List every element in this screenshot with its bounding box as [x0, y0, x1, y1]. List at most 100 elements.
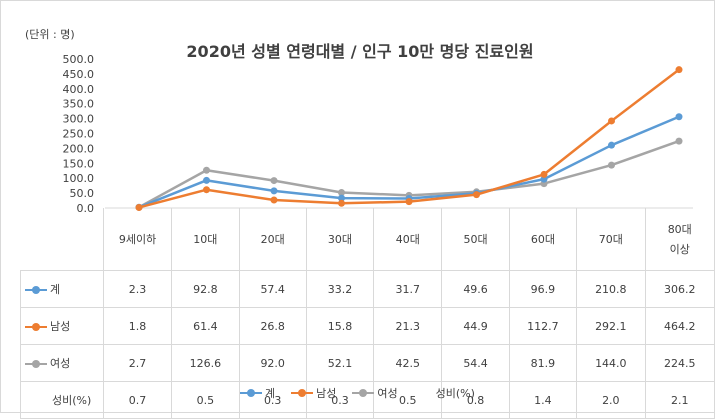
legend-label: 성비(%) [435, 387, 475, 400]
category-label: 10대 [171, 208, 240, 271]
data-label: 57.4 [238, 270, 307, 308]
series-name: 여성 [50, 357, 71, 370]
data-point [338, 199, 345, 207]
category-label-line: 40대 [395, 233, 420, 246]
data-label: 44.9 [441, 307, 510, 345]
category-label-line: 80대 [667, 223, 692, 236]
data-label: 33.2 [305, 270, 375, 308]
legend-label: 남성 [316, 387, 337, 400]
data-point [608, 117, 615, 125]
table-row: 여성 2.7 126.6 92.0 52.1 42.5 54.4 81.9 144.0 224.5 [20, 344, 715, 382]
data-label: 112.7 [508, 307, 578, 345]
legend-label: 계 [265, 387, 276, 400]
data-label: 42.5 [373, 344, 443, 382]
data-point [405, 198, 413, 206]
y-tick-label: 450.0 [63, 68, 95, 81]
legend-key-icon [25, 285, 47, 295]
data-point [270, 187, 278, 195]
category-label-line: 30대 [327, 233, 353, 246]
table-row: 계 2.3 92.8 57.4 33.2 31.7 49.6 96.9 210.8 306.2 [20, 270, 715, 308]
series-row-label: 여성 [20, 344, 104, 382]
series-name: 남성 [50, 320, 71, 333]
unit-label: (단위 : 명) [25, 28, 75, 41]
series-row-label: 남성 [20, 307, 104, 345]
data-label: 15.8 [305, 307, 375, 345]
legend: 계 남성 여성 성비(%) [240, 385, 475, 401]
y-tick-label: 50.0 [70, 187, 95, 200]
data-label: 92.0 [238, 344, 307, 382]
data-point [540, 170, 548, 178]
data-label: 224.5 [644, 344, 715, 382]
data-point [675, 137, 683, 145]
legend-key-icon [25, 359, 47, 369]
data-label: 2.7 [102, 344, 173, 382]
legend-key-dot [298, 389, 307, 397]
data-label: 2.3 [102, 270, 173, 308]
category-label-line: 이상 [669, 243, 690, 256]
data-point [473, 191, 480, 199]
data-label: 49.6 [441, 270, 510, 308]
data-point [608, 141, 615, 149]
series-line [138, 68, 680, 209]
series-name: 성비(%) [52, 394, 92, 407]
legend-key-dot [247, 389, 255, 397]
legend-key-dot [32, 360, 40, 368]
legend-item: 남성 [291, 385, 336, 401]
category-label: 70대 [576, 208, 646, 271]
data-label: 26.8 [238, 307, 307, 345]
category-label-line: 50대 [463, 233, 488, 246]
legend-key-dot [32, 323, 40, 331]
data-point [338, 188, 345, 196]
category-label: 60대 [508, 208, 578, 271]
data-label: 31.7 [373, 270, 443, 308]
data-label: 21.3 [373, 307, 443, 345]
legend-key-icon [352, 388, 375, 398]
y-tick-label: 0.0 [77, 202, 95, 215]
data-point [203, 186, 210, 194]
y-tick-label: 400.0 [63, 83, 95, 96]
data-label: 126.6 [171, 344, 240, 382]
legend-item: 여성 [352, 385, 398, 401]
category-label: 30대 [305, 208, 375, 271]
legend-item: 성비(%) [436, 385, 475, 401]
data-point [270, 177, 278, 185]
legend-label: 여성 [377, 387, 398, 400]
legend-key-icon [291, 388, 314, 398]
category-label-line: 20대 [260, 233, 285, 246]
y-tick-label: 200.0 [63, 142, 95, 155]
data-point [608, 161, 615, 169]
data-label: 52.1 [305, 344, 375, 382]
data-point [675, 66, 683, 74]
data-point [203, 166, 210, 174]
category-label: 40대 [373, 208, 443, 271]
data-label: 1.8 [102, 307, 173, 345]
data-label: 92.8 [171, 270, 240, 308]
data-label: 210.8 [576, 270, 646, 308]
y-tick-label: 150.0 [63, 157, 95, 170]
data-label: 81.9 [508, 344, 578, 382]
legend-key-icon [240, 388, 262, 398]
legend-item: 계 [240, 385, 275, 401]
category-label-line: 70대 [598, 233, 623, 246]
category-label-line: 9세이하 [118, 233, 157, 246]
table-row: 남성 1.8 61.4 26.8 15.8 21.3 44.9 112.7 292.1 464.2 [20, 307, 715, 345]
data-label: 61.4 [171, 307, 240, 345]
legend-key-dot [359, 389, 368, 397]
chart-title: 2020년 성별 연령대별 / 인구 10만 명당 진료인원 [186, 42, 534, 61]
legend-key-dot [32, 286, 40, 294]
data-label: 306.2 [644, 270, 715, 308]
data-point [675, 113, 683, 121]
series-name: 계 [50, 283, 61, 296]
y-tick-label: 100.0 [63, 172, 95, 185]
data-label: 292.1 [576, 307, 646, 345]
category-label: 9세이하 [102, 208, 173, 271]
category-label-line: 10대 [193, 233, 218, 246]
category-label-line: 60대 [530, 233, 555, 246]
legend-key-icon [25, 322, 47, 332]
data-label: 54.4 [441, 344, 510, 382]
category-label: 50대 [441, 208, 510, 271]
data-point [338, 194, 345, 202]
